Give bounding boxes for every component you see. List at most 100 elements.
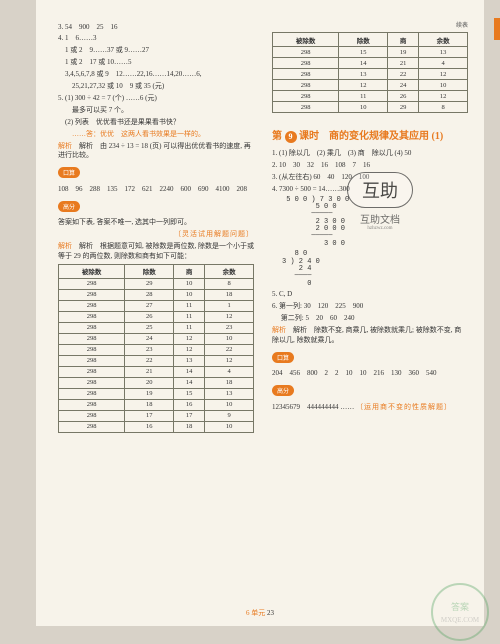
table-cell: 298 (59, 289, 125, 300)
table-cell: 298 (273, 80, 339, 91)
analysis-body-2: 解析 根据题意可知, 被除数是两位数, 除数是一个小于或等于 29 的两位数, … (58, 242, 254, 259)
table-cell: 12 (174, 333, 205, 344)
table-cell: 23 (205, 322, 254, 333)
gaofen-line: 12345679 444444444 …… 〔运用商不变的性质解题〕 (272, 403, 468, 412)
table-cell: 298 (59, 333, 125, 344)
table-cell: 298 (59, 366, 125, 377)
th: 余数 (205, 264, 254, 278)
table-row: 298251123 (59, 322, 254, 333)
table-cell: 298 (59, 421, 125, 432)
text-line: 最多可以买 7 个。 (58, 106, 254, 115)
table-row: 298241210 (59, 333, 254, 344)
table-cell: 4 (205, 366, 254, 377)
text-line: 第二列: 5 20 60 240 (272, 314, 468, 323)
table-cell: 12 (205, 311, 254, 322)
th: 被除数 (59, 264, 125, 278)
table-cell: 24 (388, 80, 419, 91)
th: 被除数 (273, 33, 339, 47)
table-row: 298151913 (273, 47, 468, 58)
table-cell: 12 (419, 91, 468, 102)
analysis-body-3: 解析 除数不变, 商乘几, 被除数就乘几; 被除数不变, 商除以几, 除数就乘几… (272, 326, 461, 343)
table-cell: 298 (273, 58, 339, 69)
watermark-main: 互助 (347, 172, 413, 208)
table-cell: 9 (205, 410, 254, 421)
site-logo-icon: 答案MXQE.COM (430, 582, 490, 642)
table-cell: 13 (174, 355, 205, 366)
table-row: 29827111 (59, 300, 254, 311)
table-row: 298181610 (59, 399, 254, 410)
table-cell: 298 (59, 399, 125, 410)
kousuan-badge: 口算 (58, 167, 80, 178)
text-line: 25,21,27,32 或 10 9 或 35 (元) (58, 82, 254, 91)
dotted-note: 〔运用商不变的性质解题〕 (356, 403, 452, 411)
table-header-row: 被除数 除数 商 余数 (273, 33, 468, 47)
table-cell: 12 (205, 355, 254, 366)
table-cell: 24 (125, 333, 174, 344)
table-cell: 11 (174, 311, 205, 322)
text-line: 4. 1 6……3 (58, 34, 254, 43)
text-line: 1 或 2 9……37 或 9……27 (58, 46, 254, 55)
table-cell: 298 (59, 300, 125, 311)
table-cell: 17 (125, 410, 174, 421)
table-cell: 8 (419, 102, 468, 113)
table-cell: 21 (388, 58, 419, 69)
table-cell: 13 (205, 388, 254, 399)
table-row: 298122410 (273, 80, 468, 91)
table-cell: 18 (205, 377, 254, 388)
table-cell: 298 (59, 311, 125, 322)
table-cell: 26 (388, 91, 419, 102)
kousuan-line: 204 456 800 2 2 10 10 216 130 360 540 (272, 369, 468, 378)
table-row: 298112612 (273, 91, 468, 102)
table-row: 298231222 (59, 344, 254, 355)
analysis-body: 解析 由 234 ÷ 13 = 18 (页) 可以得出优优看书的速度, 再进行比… (58, 142, 251, 159)
table-cell: 13 (419, 47, 468, 58)
table-header-row: 被除数 除数 商 余数 (59, 264, 254, 278)
continue-table-label: 续表 (272, 20, 468, 29)
table-row: 29817179 (59, 410, 254, 421)
table-cell: 298 (59, 278, 125, 289)
table-row: 298191513 (59, 388, 254, 399)
table-cell: 28 (125, 289, 174, 300)
gaofen-badge: 高分 (58, 201, 80, 212)
table-cell: 16 (174, 399, 205, 410)
analysis-text-2: 解析 解析 根据题意可知, 被除数是两位数, 除数是一个小于或等于 29 的两位… (58, 242, 254, 261)
table-cell: 15 (339, 47, 388, 58)
table-cell: 22 (388, 69, 419, 80)
dotted-note: 〔灵活试用解题问题〕 (58, 230, 254, 239)
th: 除数 (339, 33, 388, 47)
table-cell: 298 (273, 102, 339, 113)
table-cell: 19 (388, 47, 419, 58)
table-row: 29821144 (59, 366, 254, 377)
text-line: 5. (1) 300 ÷ 42 = 7 (个) ……6 (元) (58, 94, 254, 103)
table-cell: 22 (125, 355, 174, 366)
table-cell: 10 (205, 333, 254, 344)
table-cell: 12 (339, 80, 388, 91)
table-cell: 18 (205, 289, 254, 300)
table-cell: 25 (125, 322, 174, 333)
table-cell: 18 (174, 421, 205, 432)
table-cell: 17 (174, 410, 205, 421)
gaofen-badge: 高分 (272, 385, 294, 396)
text-line: (2) 列表 优优看书还是果果看书快？ (58, 118, 254, 127)
table-cell: 11 (174, 300, 205, 311)
table-cell: 15 (174, 388, 205, 399)
table-cell: 298 (273, 91, 339, 102)
text-line: 5. C, D (272, 290, 468, 299)
table-cell: 12 (419, 69, 468, 80)
table-row: 298261112 (59, 311, 254, 322)
table-cell: 10 (339, 102, 388, 113)
text-line: 1. (1) 除以几 (2) 乘几 (3) 商 除以几 (4) 50 (272, 149, 468, 158)
th: 除数 (125, 264, 174, 278)
watermark-url: hzhzwz.com (320, 226, 440, 231)
page-number: 23 (267, 609, 274, 617)
section-title: 第 9 课时 商的变化规律及其应用 (1) (272, 127, 468, 143)
table-cell: 11 (174, 322, 205, 333)
svg-text:MXQE.COM: MXQE.COM (441, 616, 480, 624)
text-line: 2. 10 30 32 16 108 7 16 (272, 161, 468, 170)
th: 商 (388, 33, 419, 47)
table-cell: 298 (59, 377, 125, 388)
table-cell: 298 (59, 355, 125, 366)
table-cell: 19 (125, 388, 174, 399)
right-table: 被除数 除数 商 余数 2981519132981421429813221229… (272, 32, 468, 113)
table-cell: 298 (273, 69, 339, 80)
